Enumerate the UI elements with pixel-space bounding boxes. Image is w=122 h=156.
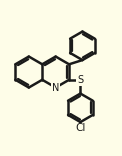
Text: S: S	[77, 75, 83, 85]
Text: Cl: Cl	[75, 123, 86, 133]
Text: N: N	[52, 83, 59, 93]
